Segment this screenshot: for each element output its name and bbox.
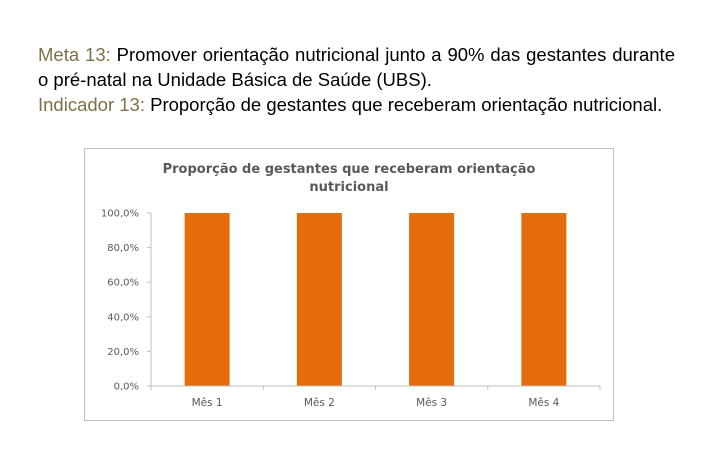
y-tick-label: 40,0% <box>107 312 139 323</box>
meta-text: Promover orientação nutricional junto a … <box>38 44 675 90</box>
bar <box>296 213 342 386</box>
x-tick-label: Mês 1 <box>192 397 223 409</box>
bar-chart: Proporção de gestantes que receberam ori… <box>101 162 601 409</box>
meta-label: Meta 13: <box>38 44 111 65</box>
x-tick-label: Mês 2 <box>304 397 335 409</box>
bar <box>184 213 230 386</box>
y-tick-label: 80,0% <box>107 243 139 254</box>
y-tick-label: 100,0% <box>101 209 139 220</box>
indicador-paragraph: Indicador 13: Proporção de gestantes que… <box>38 92 675 117</box>
y-tick-label: 20,0% <box>107 347 139 358</box>
bar <box>409 213 455 386</box>
meta-paragraph: Meta 13: Promover orientação nutricional… <box>38 42 675 92</box>
indicador-label: Indicador 13: <box>38 94 145 115</box>
description-text: Meta 13: Promover orientação nutricional… <box>38 42 675 117</box>
bar <box>521 213 567 386</box>
y-tick-label: 0,0% <box>114 382 139 393</box>
x-tick-label: Mês 4 <box>528 397 559 409</box>
chart-title-line: nutricional <box>309 180 388 195</box>
x-tick-label: Mês 3 <box>416 397 447 409</box>
chart-title-line: Proporção de gestantes que receberam ori… <box>163 162 536 177</box>
indicador-text: Proporção de gestantes que receberam ori… <box>144 94 663 115</box>
chart-container: Proporção de gestantes que receberam ori… <box>84 148 614 421</box>
y-tick-label: 60,0% <box>107 278 139 289</box>
